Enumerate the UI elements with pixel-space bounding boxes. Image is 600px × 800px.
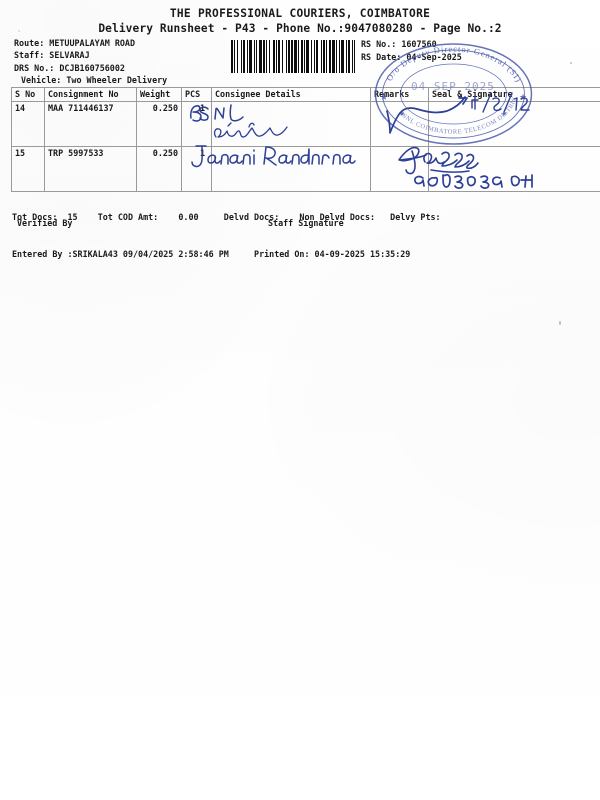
table-row: 14 MAA 711446137 0.250 1 [11, 101, 600, 147]
document-subtitle: Delivery Runsheet - P43 - Phone No.:9047… [98, 22, 502, 35]
document-title: THE PROFESSIONAL COURIERS, COIMBATORE [169, 7, 431, 20]
scan-speck [18, 30, 20, 32]
table-row: 15 TRP 5997533 0.250 1 [11, 146, 600, 192]
verified-by-label: Verified By [17, 218, 73, 228]
scan-speck [570, 62, 572, 64]
column-header-seal-signature: Seal & Signature [428, 87, 600, 102]
scan-speck [559, 321, 561, 325]
cell-remarks [370, 146, 429, 192]
entered-by-line: Entered By :SRIKALA43 09/04/2025 2:58:46… [12, 249, 411, 260]
table-header-row: S No Consignment No Weight PCS Consignee… [11, 87, 600, 102]
totals-block: Tot Docs: 15 Tot COD Amt: 0.00 Delvd Doc… [12, 186, 441, 285]
cell-seal-signature [428, 101, 600, 147]
consignment-meta-left: Route: METUUPALAYAM ROAD Staff: SELVARAJ… [14, 37, 167, 86]
drs-no-line: DRS No.: DCJB160756002 [14, 62, 125, 73]
cell-weight: 0.250 [136, 146, 182, 192]
cell-pcs: 1 [181, 146, 212, 192]
rs-date-line: RS Date: 04-Sep-2025 [361, 51, 462, 62]
column-header-s-no: S No [11, 87, 45, 102]
cell-consignment-no: MAA 711446137 [44, 101, 137, 147]
cell-remarks [370, 101, 429, 147]
column-header-pcs: PCS [181, 87, 212, 102]
cell-s-no: 14 [11, 101, 45, 147]
cell-pcs: 1 [181, 101, 212, 147]
cell-seal-signature [428, 146, 600, 192]
column-header-consignment-no: Consignment No [44, 87, 137, 102]
totals-line: Tot Docs: 15 Tot COD Amt: 0.00 Delvd Doc… [12, 211, 441, 222]
vehicle-line: Vehicle: Two Wheeler Delivery [21, 74, 168, 85]
cell-consignee-details [211, 101, 371, 147]
cell-consignment-no: TRP 5997533 [44, 146, 137, 192]
cell-s-no: 15 [11, 146, 45, 192]
staff-signature-label: Staff Signature [268, 218, 344, 228]
column-header-weight: Weight [136, 87, 182, 102]
column-header-remarks: Remarks [370, 87, 429, 102]
route-line: Route: METUUPALAYAM ROAD [14, 38, 136, 48]
rs-no-line: RS No.: 1607560 [361, 39, 437, 49]
staff-line: Staff: SELVARAJ [14, 50, 90, 61]
consignment-meta-right: RS No.: 1607560 RS Date: 04-Sep-2025 [361, 38, 462, 63]
cell-weight: 0.250 [136, 101, 182, 147]
runsheet-table: S No Consignment No Weight PCS Consignee… [11, 87, 600, 192]
barcode-image [231, 40, 355, 73]
cell-consignee-details [211, 146, 371, 192]
column-header-consignee-details: Consignee Details [211, 87, 371, 102]
